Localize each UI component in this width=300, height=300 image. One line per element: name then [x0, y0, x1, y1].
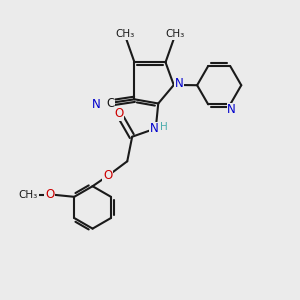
Text: CH₃: CH₃ [165, 29, 185, 39]
Text: N: N [92, 98, 101, 111]
Text: H: H [160, 122, 168, 132]
Text: C: C [106, 97, 115, 110]
Text: N: N [175, 77, 184, 90]
Text: CH₃: CH₃ [115, 29, 135, 39]
Text: O: O [115, 107, 124, 120]
Text: N: N [227, 103, 236, 116]
Text: O: O [45, 188, 54, 201]
Text: CH₃: CH₃ [19, 190, 38, 200]
Text: N: N [150, 122, 159, 136]
Text: O: O [103, 169, 112, 182]
